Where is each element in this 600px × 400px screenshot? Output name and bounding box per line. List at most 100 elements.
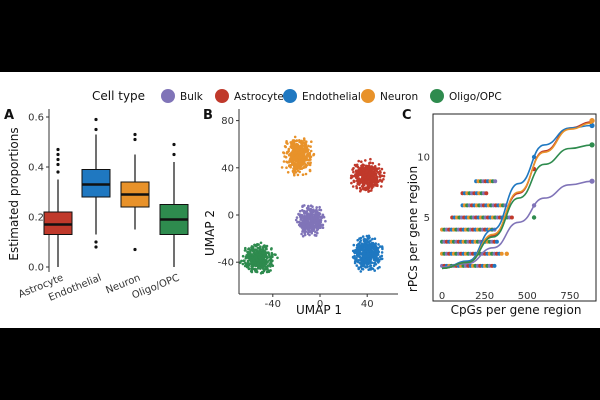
umap-point bbox=[361, 165, 365, 168]
rpc-xtick-label: 0 bbox=[439, 291, 445, 302]
umap-point bbox=[246, 254, 249, 258]
umap-point bbox=[246, 261, 249, 265]
umap-point bbox=[363, 245, 366, 248]
box-outlier bbox=[172, 152, 176, 157]
umap-point bbox=[366, 252, 370, 256]
umap-point bbox=[370, 173, 374, 176]
umap-point bbox=[368, 252, 372, 255]
rpc-endpoint bbox=[589, 122, 595, 129]
umap-point bbox=[257, 243, 260, 246]
umap-point bbox=[299, 153, 302, 157]
umap-point bbox=[296, 163, 299, 167]
umap-point bbox=[258, 247, 262, 251]
umap-point bbox=[270, 248, 273, 251]
umap-point bbox=[280, 166, 284, 169]
umap-point bbox=[365, 169, 369, 173]
umap-point bbox=[357, 266, 361, 269]
rpc-point bbox=[493, 179, 498, 184]
umap-point bbox=[309, 149, 313, 153]
boxplot-ylabel: Estimated proportions bbox=[7, 127, 21, 260]
umap-point bbox=[290, 146, 294, 149]
umap-xtick-label: 0 bbox=[317, 299, 323, 310]
rpc-point bbox=[509, 215, 514, 220]
umap-point bbox=[262, 267, 265, 270]
umap-point bbox=[296, 147, 300, 150]
umap-point bbox=[318, 208, 321, 212]
legend-title: Cell type bbox=[92, 89, 145, 103]
umap-point bbox=[286, 150, 289, 154]
umap-point bbox=[253, 248, 256, 252]
rpc-curve bbox=[441, 124, 593, 270]
umap-point bbox=[373, 181, 377, 184]
rpc-chart: rPCs per gene region CpGs per gene regio… bbox=[406, 113, 597, 317]
umap-point bbox=[376, 167, 380, 171]
umap-point bbox=[307, 229, 311, 232]
umap-point bbox=[290, 155, 293, 159]
umap-point bbox=[380, 254, 384, 258]
umap-point bbox=[359, 258, 362, 262]
umap-point bbox=[372, 185, 375, 188]
umap-points bbox=[239, 135, 386, 275]
umap-point bbox=[306, 150, 309, 153]
umap-point bbox=[359, 189, 362, 193]
box-outlier bbox=[94, 117, 98, 122]
umap-point bbox=[355, 176, 358, 180]
umap-point bbox=[324, 219, 327, 223]
umap-point bbox=[256, 262, 260, 265]
boxplot-yticks: 0.0 0.2 0.4 0.6 bbox=[28, 109, 50, 274]
umap-point bbox=[256, 265, 260, 268]
umap-point bbox=[297, 212, 300, 216]
umap-point bbox=[246, 250, 249, 254]
umap-point bbox=[306, 213, 310, 216]
umap-point bbox=[357, 242, 361, 246]
rpc-xtick-label: 250 bbox=[475, 291, 494, 302]
umap-point bbox=[373, 165, 377, 168]
boxplot-boxes bbox=[43, 117, 189, 267]
umap-point bbox=[361, 175, 365, 178]
umap-point bbox=[261, 271, 265, 274]
umap-point bbox=[315, 218, 319, 222]
rpc-point bbox=[484, 191, 489, 196]
umap-point bbox=[358, 246, 362, 250]
umap-point bbox=[377, 259, 381, 263]
umap-point bbox=[368, 171, 372, 175]
umap-point bbox=[376, 253, 379, 257]
umap-point bbox=[372, 254, 376, 257]
umap-point bbox=[304, 226, 307, 229]
umap-point bbox=[302, 227, 306, 231]
umap-point bbox=[264, 246, 268, 249]
umap-ytick-label: 0 bbox=[228, 211, 234, 222]
umap-point bbox=[311, 224, 315, 227]
umap-point bbox=[316, 231, 319, 235]
umap-point bbox=[287, 160, 291, 164]
box-outlier bbox=[56, 170, 60, 174]
umap-point bbox=[254, 244, 258, 248]
umap-point bbox=[308, 151, 312, 155]
umap-point bbox=[264, 263, 267, 266]
umap-point bbox=[301, 173, 305, 176]
umap-point bbox=[304, 144, 307, 148]
umap-point bbox=[355, 243, 359, 247]
rpc-points bbox=[440, 154, 537, 268]
rpc-xlabel: CpGs per gene region bbox=[451, 303, 582, 317]
umap-point bbox=[308, 168, 312, 172]
umap-point bbox=[376, 257, 380, 260]
umap-point bbox=[356, 254, 360, 258]
umap-point bbox=[372, 264, 376, 268]
umap-point bbox=[261, 248, 265, 252]
umap-point bbox=[295, 139, 299, 142]
umap-point bbox=[304, 217, 308, 220]
rpc-point bbox=[531, 215, 537, 220]
umap-point bbox=[318, 212, 322, 215]
umap-point bbox=[373, 171, 376, 175]
umap-point bbox=[294, 171, 298, 174]
umap-point bbox=[361, 235, 365, 238]
umap-point bbox=[282, 151, 285, 154]
umap-point bbox=[311, 205, 314, 208]
box-outlier bbox=[94, 245, 98, 249]
umap-point bbox=[295, 158, 299, 161]
umap-point bbox=[356, 238, 360, 242]
figure-svg: Cell type Bulk Astrocyte Endothelial Neuron… bbox=[4, 89, 597, 317]
umap-point bbox=[354, 173, 357, 176]
umap-point bbox=[380, 185, 383, 188]
